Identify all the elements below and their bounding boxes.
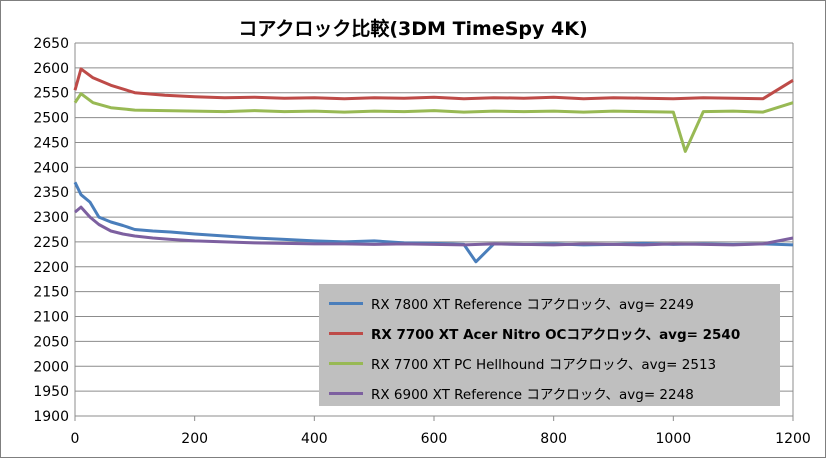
y-tick-label: 2400 [33, 160, 69, 176]
y-tick-label: 2350 [33, 185, 69, 201]
chart-legend: RX 7800 XT Reference コアクロック、avg= 2249 RX … [319, 284, 780, 406]
x-tick-label: 800 [540, 431, 567, 447]
x-tick-label: 400 [301, 431, 328, 447]
legend-swatch [329, 301, 363, 305]
legend-label: RX 7800 XT Reference コアクロック、avg= 2249 [371, 297, 694, 313]
legend-item: RX 7700 XT Acer Nitro OCコアクロック、avg= 2540 [319, 322, 740, 344]
legend-label: RX 6900 XT Reference コアクロック、avg= 2248 [371, 387, 694, 403]
chart-title: コアクロック比較(3DM TimeSpy 4K) [238, 18, 588, 40]
legend-item: RX 6900 XT Reference コアクロック、avg= 2248 [319, 382, 694, 404]
legend-swatch [329, 331, 363, 335]
legend-item: RX 7700 XT PC Hellhound コアクロック、avg= 2513 [319, 352, 716, 374]
series-line-3 [73, 92, 794, 153]
y-tick-label: 2550 [33, 86, 69, 102]
legend-swatch [329, 361, 363, 365]
x-tick-label: 600 [421, 431, 448, 447]
y-tick-label: 1900 [33, 409, 69, 425]
y-tick-label: 2150 [33, 285, 69, 301]
legend-item: RX 7800 XT Reference コアクロック、avg= 2249 [319, 292, 694, 314]
series-line-2 [73, 67, 794, 101]
x-tick-label: 1200 [775, 431, 811, 447]
legend-label: RX 7700 XT PC Hellhound コアクロック、avg= 2513 [371, 357, 717, 373]
y-tick-label: 2300 [33, 210, 69, 226]
y-tick-label: 2650 [33, 36, 69, 52]
y-tick-label: 2100 [33, 310, 69, 326]
x-tick-label: 0 [71, 431, 80, 447]
x-tick-label: 1000 [656, 431, 692, 447]
legend-swatch [329, 391, 363, 395]
y-tick-label: 2500 [33, 111, 69, 127]
x-tick-label: 200 [181, 431, 208, 447]
y-tick-label: 2200 [33, 260, 69, 276]
series-line-4 [74, 205, 794, 247]
legend-label: RX 7700 XT Acer Nitro OCコアクロック、avg= 2540 [371, 327, 741, 343]
y-tick-label: 1950 [33, 384, 69, 400]
y-tick-label: 2600 [33, 61, 69, 77]
y-tick-label: 2250 [33, 235, 69, 251]
y-tick-label: 2000 [33, 359, 69, 375]
series-line-1 [73, 181, 794, 264]
y-tick-label: 2450 [33, 135, 69, 151]
y-tick-label: 2050 [33, 334, 69, 350]
